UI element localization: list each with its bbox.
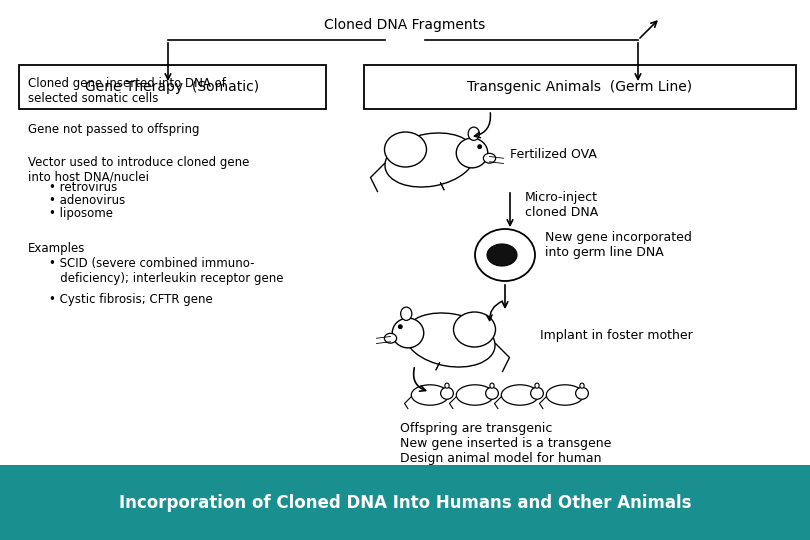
Text: Gene Therapy  (Somatic): Gene Therapy (Somatic) [85, 80, 259, 94]
Text: Vector used to introduce cloned gene
into host DNA/nuclei: Vector used to introduce cloned gene int… [28, 156, 249, 184]
Text: Cloned DNA Fragments: Cloned DNA Fragments [324, 18, 486, 32]
Ellipse shape [454, 312, 496, 347]
Bar [0, 465, 810, 540]
Ellipse shape [531, 387, 544, 399]
Ellipse shape [385, 132, 427, 167]
Ellipse shape [405, 313, 495, 367]
Circle shape [477, 144, 482, 149]
Text: • adenovirus: • adenovirus [49, 194, 125, 207]
Ellipse shape [501, 385, 539, 405]
Ellipse shape [576, 387, 588, 399]
Text: • retrovirus: • retrovirus [49, 181, 117, 194]
Ellipse shape [392, 318, 424, 348]
Ellipse shape [580, 383, 584, 388]
Ellipse shape [441, 387, 454, 399]
Text: Implant in foster mother: Implant in foster mother [540, 328, 693, 341]
Circle shape [398, 324, 403, 329]
Text: New gene incorporated
into germ line DNA: New gene incorporated into germ line DNA [545, 231, 692, 259]
Ellipse shape [490, 383, 494, 388]
Ellipse shape [486, 387, 498, 399]
Ellipse shape [411, 385, 449, 405]
Text: Transgenic Animals  (Germ Line): Transgenic Animals (Germ Line) [467, 80, 693, 94]
Ellipse shape [385, 333, 397, 343]
Ellipse shape [385, 133, 475, 187]
Text: Micro-inject
cloned DNA: Micro-inject cloned DNA [525, 191, 599, 219]
Bar [0, 0, 810, 465]
Text: Examples: Examples [28, 242, 86, 255]
Text: Cloned gene inserted into DNA of
selected somatic cells: Cloned gene inserted into DNA of selecte… [28, 77, 226, 105]
Ellipse shape [535, 383, 539, 388]
Ellipse shape [401, 307, 411, 320]
Text: Fertilized OVA: Fertilized OVA [510, 148, 597, 161]
Ellipse shape [475, 229, 535, 281]
Ellipse shape [445, 383, 449, 388]
Text: Offspring are transgenic
New gene inserted is a transgene
Design animal model fo: Offspring are transgenic New gene insert… [400, 422, 612, 480]
Ellipse shape [546, 385, 584, 405]
Text: • Cystic fibrosis; CFTR gene: • Cystic fibrosis; CFTR gene [49, 293, 212, 306]
Ellipse shape [456, 385, 494, 405]
Ellipse shape [456, 138, 488, 168]
Text: Incorporation of Cloned DNA Into Humans and Other Animals: Incorporation of Cloned DNA Into Humans … [119, 494, 691, 511]
FancyBboxPatch shape [364, 65, 796, 109]
Ellipse shape [487, 244, 517, 266]
Text: • SCID (severe combined immuno-
   deficiency); interleukin receptor gene: • SCID (severe combined immuno- deficien… [49, 256, 284, 285]
Text: • liposome: • liposome [49, 207, 113, 220]
Ellipse shape [468, 127, 480, 140]
Text: Gene not passed to offspring: Gene not passed to offspring [28, 123, 200, 136]
Ellipse shape [484, 153, 496, 163]
FancyBboxPatch shape [19, 65, 326, 109]
